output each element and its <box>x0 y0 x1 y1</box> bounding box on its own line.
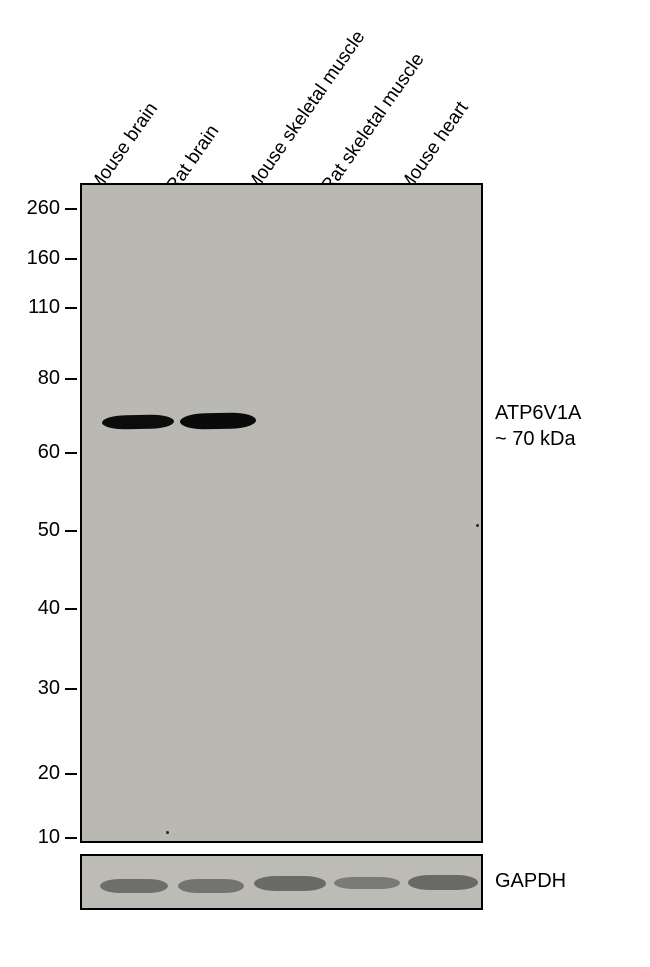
blot-speck <box>166 831 169 834</box>
atp6v1a-band <box>102 414 174 429</box>
mw-tick <box>65 258 77 260</box>
mw-tick <box>65 208 77 210</box>
mw-marker: 80 <box>30 367 60 390</box>
mw-marker: 40 <box>30 597 60 620</box>
gapdh-band <box>254 876 326 891</box>
gapdh-label: GAPDH <box>495 870 566 893</box>
mw-tick <box>65 773 77 775</box>
main-blot <box>80 183 483 843</box>
mw-tick <box>65 307 77 309</box>
western-blot-figure: Mouse brain Rat brain Mouse skeletal mus… <box>0 0 650 967</box>
mw-tick <box>65 378 77 380</box>
gapdh-band <box>408 875 478 890</box>
protein-size: ~ 70 kDa <box>495 426 581 452</box>
atp6v1a-band <box>180 412 256 429</box>
mw-marker: 260 <box>20 197 60 220</box>
protein-label: ATP6V1A ~ 70 kDa <box>495 400 581 452</box>
mw-tick <box>65 452 77 454</box>
gapdh-band <box>334 877 400 889</box>
mw-marker: 50 <box>30 519 60 542</box>
mw-marker: 160 <box>20 247 60 270</box>
mw-tick <box>65 688 77 690</box>
blot-speck <box>476 524 479 527</box>
mw-tick <box>65 837 77 839</box>
mw-marker: 10 <box>30 826 60 849</box>
mw-marker: 30 <box>30 677 60 700</box>
mw-marker: 20 <box>30 762 60 785</box>
mw-marker: 110 <box>20 296 60 319</box>
protein-name: ATP6V1A <box>495 400 581 426</box>
gapdh-band <box>178 879 244 893</box>
mw-tick <box>65 530 77 532</box>
mw-marker: 60 <box>30 441 60 464</box>
mw-tick <box>65 608 77 610</box>
gapdh-band <box>100 879 168 893</box>
